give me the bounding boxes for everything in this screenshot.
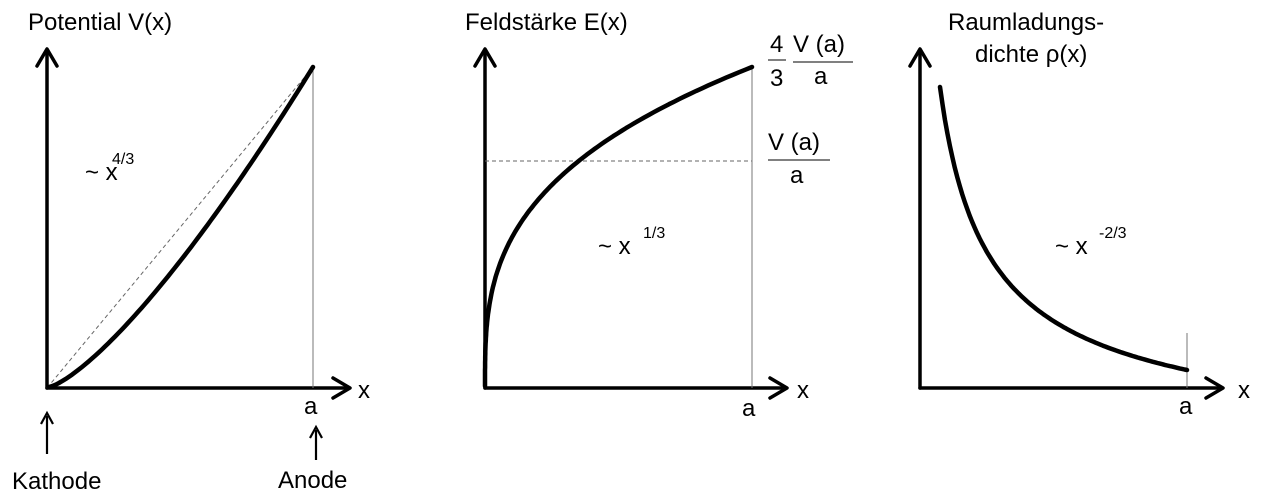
potential-formula-exponent: 4/3 (112, 151, 134, 168)
field-top-ratio-denominator: a (814, 63, 828, 90)
field-title: Feldstärke E(x) (465, 9, 628, 36)
field-x-label: x (797, 377, 809, 404)
field-mid-ratio-denominator: a (790, 162, 804, 189)
anode-arrowhead (309, 424, 323, 439)
potential-y-arrowhead (35, 47, 59, 68)
density-y-arrowhead (908, 47, 932, 68)
potential-formula: ~ x (85, 159, 118, 186)
panel-charge-density: Raumladungs- dichte ρ(x) ~ x -2/3 x a (908, 9, 1250, 420)
field-x-arrowhead (768, 376, 789, 400)
panel-potential: Potential V(x) ~ x 4/3 x a Kathode Anode (12, 9, 370, 495)
density-title-line2: dichte ρ(x) (975, 41, 1087, 68)
cathode-arrowhead (40, 410, 54, 425)
field-curve (482, 64, 755, 389)
density-formula: ~ x (1055, 233, 1088, 260)
density-formula-exponent: -2/3 (1099, 225, 1127, 242)
field-top-ratio-numerator: V (a) (793, 31, 845, 58)
field-a-label: a (742, 395, 756, 422)
field-formula: ~ x (598, 233, 631, 260)
potential-x-label: x (358, 377, 370, 404)
cathode-label: Kathode (12, 468, 101, 495)
potential-a-label: a (304, 393, 318, 420)
field-top-fraction-denominator: 3 (770, 65, 783, 92)
field-formula-exponent: 1/3 (643, 225, 665, 242)
field-top-fraction-numerator: 4 (770, 31, 783, 58)
density-x-arrowhead (1204, 376, 1225, 400)
field-mid-ratio-numerator: V (a) (768, 129, 820, 156)
density-a-label: a (1179, 393, 1193, 420)
density-x-label: x (1238, 377, 1250, 404)
density-title-line1: Raumladungs- (948, 9, 1104, 36)
potential-curve (46, 64, 316, 390)
density-curve (937, 84, 1190, 373)
anode-label: Anode (278, 467, 347, 494)
potential-title: Potential V(x) (28, 9, 172, 36)
field-y-arrowhead (473, 47, 497, 68)
potential-linear-reference (46, 66, 314, 389)
panel-field-strength: Feldstärke E(x) ~ x 1/3 x a 4 3 V (a) a … (465, 9, 853, 422)
potential-x-arrowhead (331, 376, 352, 400)
